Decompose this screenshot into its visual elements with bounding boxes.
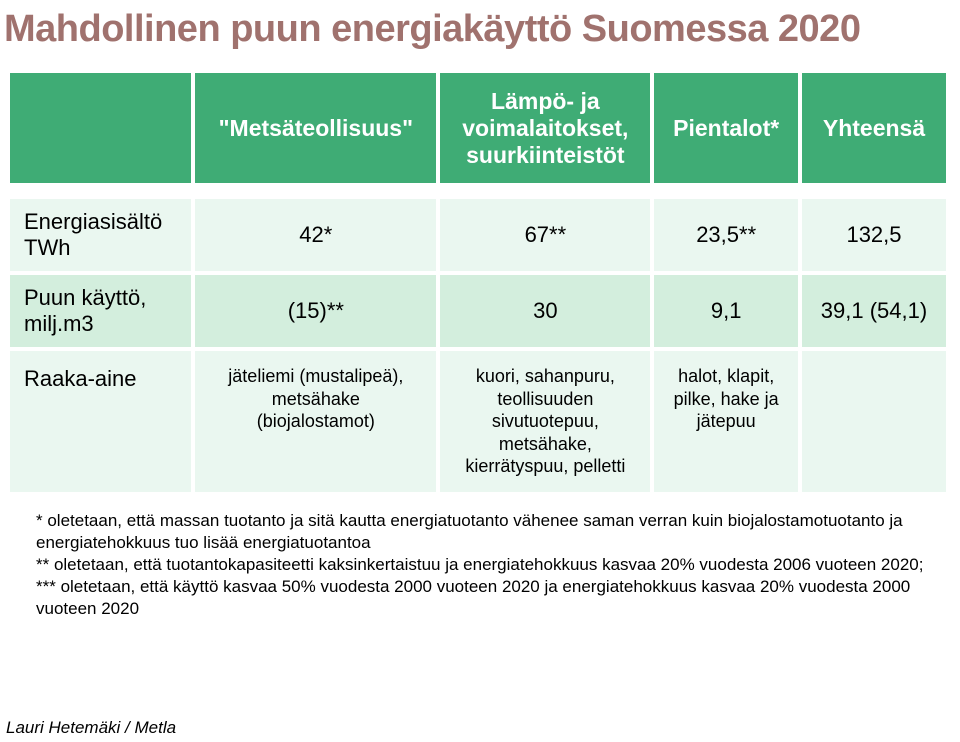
col-head-blank	[10, 73, 191, 183]
row-label: Energiasisältö TWh	[10, 199, 191, 271]
table-row-puun-kaytto: Puun käyttö, milj.m3 (15)** 30 9,1 39,1 …	[10, 275, 946, 347]
col-head-pientalot: Pientalot*	[654, 73, 798, 183]
energy-table: "Metsäteollisuus" Lämpö- ja voimalaitoks…	[6, 69, 950, 496]
credit: Lauri Hetemäki / Metla	[6, 718, 176, 738]
cell: 132,5	[802, 199, 946, 271]
page-title: Mahdollinen puun energiakäyttö Suomessa …	[0, 0, 960, 69]
table-row-energiasisalto: Energiasisältö TWh 42* 67** 23,5** 132,5	[10, 199, 946, 271]
cell: (15)**	[195, 275, 436, 347]
cell: 30	[440, 275, 650, 347]
cell: 42*	[195, 199, 436, 271]
footnote-3: *** oletetaan, että käyttö kasvaa 50% vu…	[36, 576, 930, 620]
cell	[802, 351, 946, 492]
cell: 39,1 (54,1)	[802, 275, 946, 347]
cell: kuori, sahanpuru, teollisuuden sivutuote…	[440, 351, 650, 492]
col-head-yhteensa: Yhteensä	[802, 73, 946, 183]
footnote-1: * oletetaan, että massan tuotanto ja sit…	[36, 510, 930, 554]
cell: halot, klapit, pilke, hake ja jätepuu	[654, 351, 798, 492]
footnotes: * oletetaan, että massan tuotanto ja sit…	[0, 496, 960, 630]
row-label: Raaka-aine	[10, 351, 191, 492]
table-row-raaka-aine: Raaka-aine jäteliemi (mustalipeä), metsä…	[10, 351, 946, 492]
col-head-metsateollisuus: "Metsäteollisuus"	[195, 73, 436, 183]
footnote-2: ** oletetaan, että tuotantokapasiteetti …	[36, 554, 930, 576]
cell: 9,1	[654, 275, 798, 347]
cell: jäteliemi (mustalipeä), metsähake (bioja…	[195, 351, 436, 492]
col-head-lampo: Lämpö- ja voimalaitokset, suurkiinteistö…	[440, 73, 650, 183]
cell: 67**	[440, 199, 650, 271]
cell: 23,5**	[654, 199, 798, 271]
row-label: Puun käyttö, milj.m3	[10, 275, 191, 347]
